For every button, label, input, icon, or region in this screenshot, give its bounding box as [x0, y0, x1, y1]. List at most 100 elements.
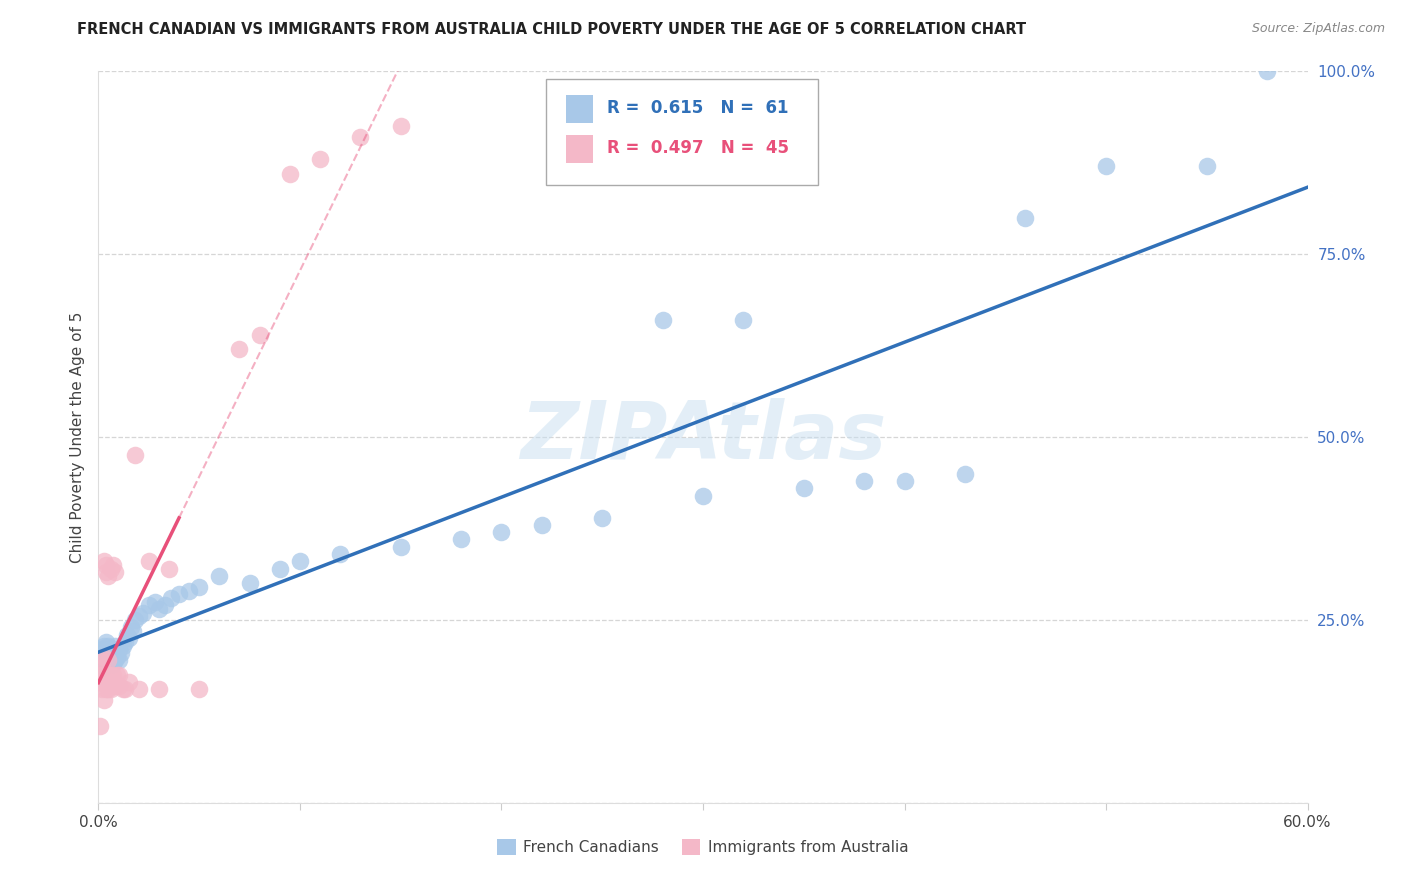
Point: [278, 167, 301, 181]
Point: [101, 646, 124, 660]
Point: [97, 569, 120, 583]
Point: [105, 649, 128, 664]
Point: [733, 313, 755, 327]
Point: [93, 660, 115, 674]
Point: [288, 554, 311, 568]
Point: [115, 627, 138, 641]
Point: [91, 682, 114, 697]
Point: [124, 448, 146, 462]
Point: [97, 646, 120, 660]
Point: [97, 653, 120, 667]
Point: [96, 675, 118, 690]
FancyBboxPatch shape: [567, 95, 593, 122]
Point: [132, 606, 155, 620]
Point: [953, 467, 976, 481]
Point: [100, 682, 122, 697]
Point: [1256, 64, 1278, 78]
Point: [208, 569, 231, 583]
Point: [101, 558, 124, 573]
Point: [591, 510, 613, 524]
Point: [91, 657, 114, 671]
Point: [1095, 160, 1118, 174]
Point: [100, 653, 122, 667]
Point: [349, 130, 371, 145]
Point: [228, 343, 250, 357]
Point: [143, 594, 166, 608]
Point: [96, 558, 118, 573]
Point: [89, 675, 111, 690]
Point: [160, 591, 183, 605]
Point: [793, 481, 815, 495]
Point: [111, 639, 134, 653]
Point: [128, 682, 150, 697]
Point: [167, 587, 190, 601]
Point: [692, 489, 714, 503]
Point: [1014, 211, 1036, 225]
Point: [93, 649, 115, 664]
Point: [89, 719, 111, 733]
Point: [450, 533, 472, 547]
Point: [90, 653, 112, 667]
Point: [188, 682, 211, 697]
Point: [97, 667, 120, 681]
Point: [96, 682, 118, 697]
Point: [97, 657, 120, 671]
Point: [148, 682, 170, 697]
FancyBboxPatch shape: [567, 135, 593, 163]
Point: [893, 474, 915, 488]
Point: [153, 599, 176, 613]
Text: ZIPAtlas: ZIPAtlas: [520, 398, 886, 476]
Legend: French Canadians, Immigrants from Australia: French Canadians, Immigrants from Austra…: [491, 833, 915, 861]
Point: [93, 554, 115, 568]
Point: [96, 642, 118, 657]
Text: R =  0.615   N =  61: R = 0.615 N = 61: [607, 99, 789, 117]
Point: [269, 562, 291, 576]
Point: [89, 667, 111, 681]
Point: [188, 580, 211, 594]
Point: [239, 576, 262, 591]
Point: [179, 583, 201, 598]
Point: [103, 679, 125, 693]
Point: [101, 667, 124, 681]
Point: [91, 642, 114, 657]
Point: [93, 693, 115, 707]
Point: [121, 624, 143, 638]
Point: [107, 653, 129, 667]
Y-axis label: Child Poverty Under the Age of 5: Child Poverty Under the Age of 5: [69, 311, 84, 563]
Point: [309, 152, 332, 166]
Point: [91, 660, 114, 674]
Point: [853, 474, 876, 488]
Point: [97, 682, 120, 697]
Point: [157, 562, 180, 576]
Point: [329, 547, 352, 561]
Point: [93, 639, 115, 653]
Point: [107, 679, 129, 693]
Point: [110, 646, 132, 660]
Point: [100, 562, 122, 576]
Point: [124, 613, 146, 627]
Point: [100, 667, 122, 681]
Point: [530, 517, 553, 532]
Point: [107, 667, 129, 681]
Point: [97, 675, 120, 690]
Point: [389, 119, 412, 133]
Text: R =  0.497   N =  45: R = 0.497 N = 45: [607, 139, 790, 157]
Point: [389, 540, 412, 554]
Point: [96, 566, 118, 580]
Point: [93, 675, 115, 690]
Point: [107, 642, 129, 657]
Point: [111, 682, 134, 697]
Point: [1195, 160, 1218, 174]
Point: [120, 620, 142, 634]
Point: [89, 653, 111, 667]
Point: [89, 646, 111, 660]
Text: Source: ZipAtlas.com: Source: ZipAtlas.com: [1251, 22, 1385, 36]
Point: [118, 632, 141, 646]
FancyBboxPatch shape: [546, 78, 818, 185]
Point: [114, 635, 136, 649]
Point: [138, 554, 160, 568]
Point: [491, 525, 513, 540]
Point: [651, 313, 673, 327]
Point: [97, 639, 120, 653]
Point: [105, 667, 128, 681]
